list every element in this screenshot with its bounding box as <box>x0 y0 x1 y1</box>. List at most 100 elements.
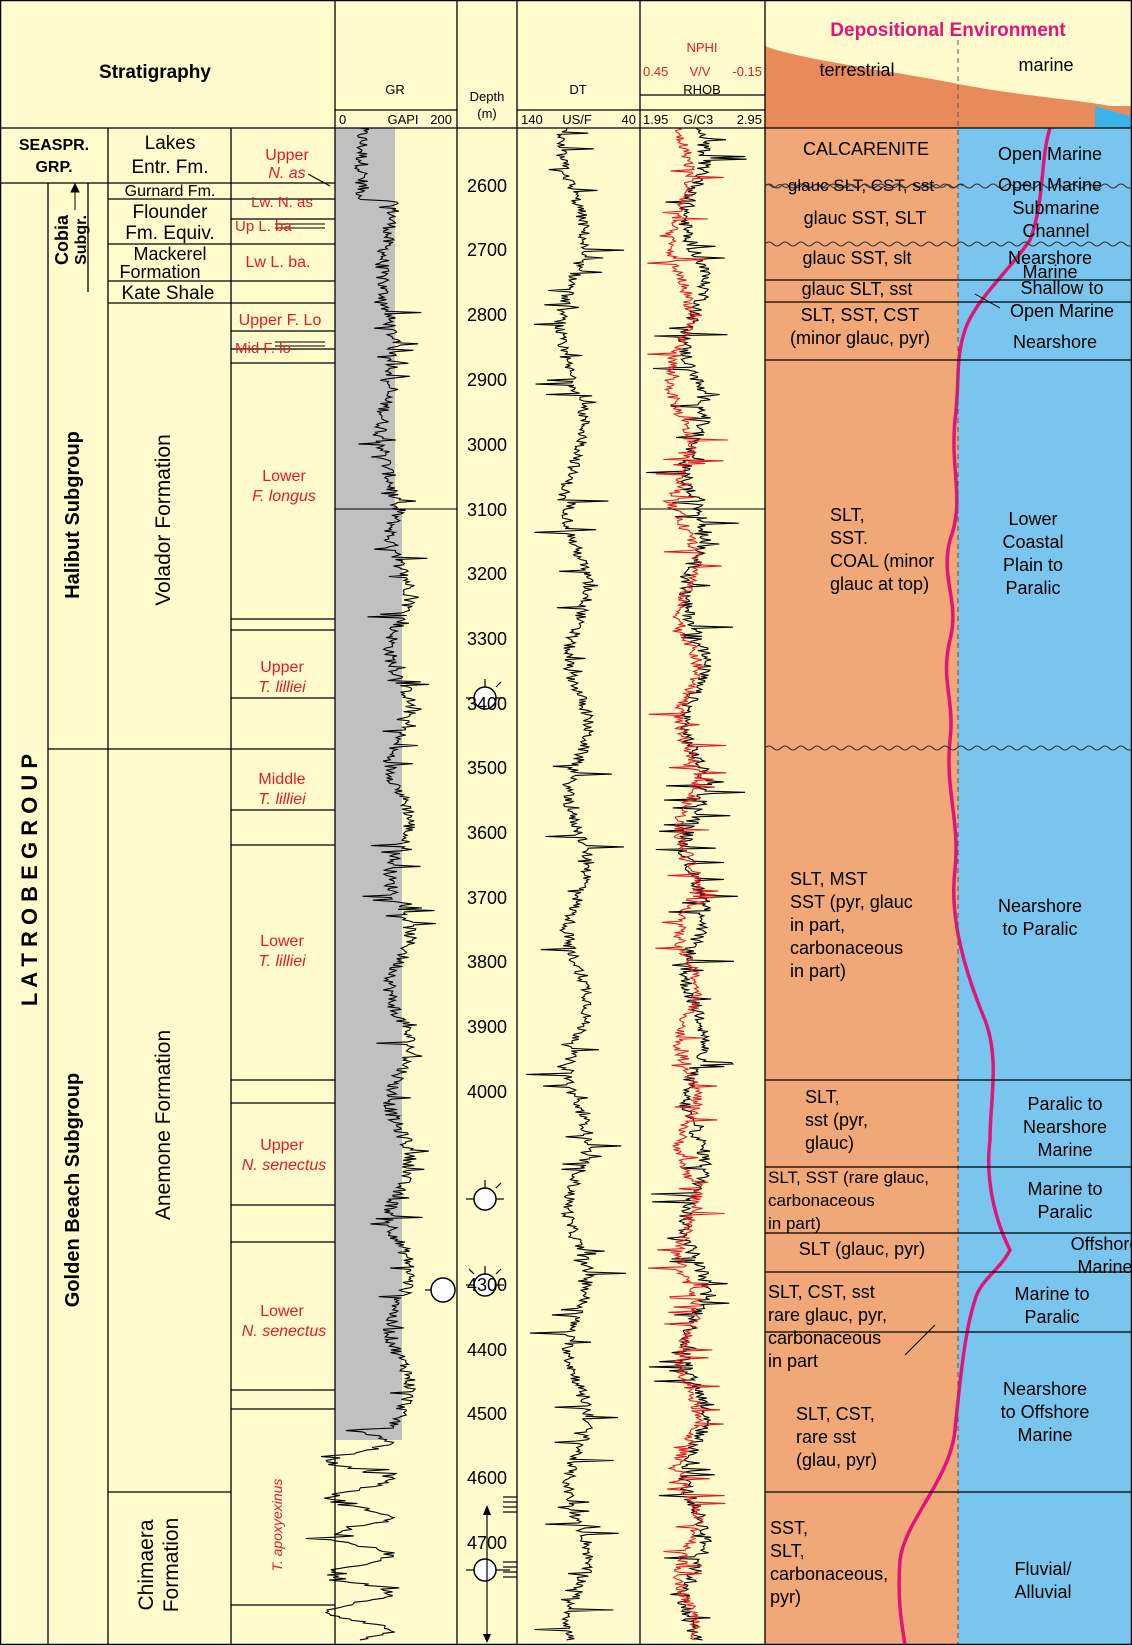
biozone-lower-fl-2: F. longus <box>252 488 316 505</box>
seaspray-label-1: SEASPR. <box>19 137 89 154</box>
lithology-line: carbonaceous <box>790 938 903 958</box>
environment-labels: Open Marine Open Marine Submarine Channel Ne… <box>998 144 1132 1602</box>
lithology-line: SLT, SST, CST <box>801 305 920 325</box>
biozone-lower-ns-1: Lower <box>260 1303 304 1320</box>
nphi-left: 0.45 <box>643 64 668 79</box>
environment-line: Open Marine <box>998 144 1102 164</box>
environment-line: Marine to <box>1027 1179 1102 1199</box>
depth-label: 3300 <box>467 629 507 649</box>
biozone-upper-tl-1: Upper <box>260 659 304 676</box>
biozone-lw-lba: Lw L. ba. <box>246 254 311 271</box>
lithology-line: SLT, CST, <box>796 1404 875 1424</box>
lithology-l10: SLT, SST (rare glauc, carbonaceous in part… <box>768 1168 929 1233</box>
sun-symbol-icon <box>473 1558 497 1582</box>
unconformities <box>764 183 1132 751</box>
depth-label: 3700 <box>467 888 507 908</box>
depth-label: 3200 <box>467 564 507 584</box>
biozone-lower-ns-2: N. senectus <box>242 1323 326 1340</box>
depth-label: 3100 <box>467 500 507 520</box>
golden-beach-subgroup-label: Golden Beach Subgroup <box>62 1073 84 1307</box>
mackerel-fm-1: Mackerel <box>133 244 206 264</box>
environment-line: Marine <box>1017 1425 1072 1445</box>
depth-label: 3800 <box>467 952 507 972</box>
lithology-line: COAL (minor <box>830 551 934 571</box>
depth-label: 4400 <box>467 1340 507 1360</box>
lithology-l8: SLT, MST SST (pyr, glauc in part, carbonace… <box>790 869 913 981</box>
lithology-line: SLT, MST <box>790 869 868 889</box>
environment-line: Lower <box>1008 509 1057 529</box>
environment-e4: Nearshore Marine <box>1008 248 1092 282</box>
nphi-curve <box>647 127 728 1641</box>
environment-line: Fluvial/ <box>1014 1559 1071 1579</box>
symbols <box>430 686 497 1582</box>
depth-label: 3600 <box>467 823 507 843</box>
halibut-subgroup-label: Halibut Subgroup <box>62 431 84 599</box>
depth-title: Depth <box>470 89 505 104</box>
environment-line: Nearshore <box>1023 1117 1107 1137</box>
environment-e9: Paralic to Nearshore Marine <box>1023 1094 1107 1160</box>
dt-unit: US/F <box>562 112 592 127</box>
biozone-lw-nas: Lw. N. as <box>251 194 313 211</box>
dt-curve <box>526 127 626 1641</box>
environment-e8: Nearshore to Paralic <box>998 896 1082 939</box>
gr-right: 200 <box>430 112 452 127</box>
lithology-l4: glauc SST, slt <box>802 248 911 268</box>
environment-line: Nearshore <box>1013 332 1097 352</box>
environment-line: Paralic to <box>1027 1094 1102 1114</box>
biozone-up-lba: Up L. ba <box>235 218 292 235</box>
depth-label: 2700 <box>467 240 507 260</box>
marine-band <box>958 128 1132 1645</box>
sun-rays <box>425 679 517 1640</box>
nphi-title: NPHI <box>686 40 717 55</box>
depth-labels: 2600 2700 2800 2900 3000 3100 3200 3300 3400 3500… <box>467 176 507 1553</box>
kate-shale: Kate Shale <box>122 283 215 304</box>
depth-label: 4000 <box>467 1082 507 1102</box>
biozone-tapox: T. apoxyexinus <box>269 1479 285 1572</box>
cobia-label-1: Cobia <box>52 214 72 265</box>
environment-e12: Marine to Paralic <box>1014 1284 1089 1327</box>
lithology-line: glauc SLT, sst <box>802 279 913 299</box>
marine-label: marine <box>1018 55 1073 75</box>
environment-e11: Offshore Marine <box>1071 1234 1132 1277</box>
sea-level-curve <box>897 127 1052 1645</box>
lakes-fm-2: Entr. Fm. <box>131 157 208 178</box>
lithology-line: in part <box>768 1351 818 1371</box>
lithology-line: glauc SST, slt <box>802 248 911 268</box>
rhob-curve <box>646 127 747 1641</box>
depth-label: 2600 <box>467 176 507 196</box>
lithology-line: rare glauc, pyr, <box>768 1305 887 1325</box>
biozone-middle-tl-2: T. lilliei <box>258 791 306 808</box>
environment-e6: Nearshore <box>1013 332 1097 352</box>
rhob-unit: G/C3 <box>683 112 713 127</box>
rhob-left: 1.95 <box>643 112 668 127</box>
environment-line: Paralic <box>1037 1202 1092 1222</box>
lithology-l14: SST, SLT, carbonaceous, pyr) <box>770 1518 888 1607</box>
lithology-line: glauc) <box>805 1133 854 1153</box>
environment-line: Nearshore <box>1008 248 1092 268</box>
depth-label: 4500 <box>467 1404 507 1424</box>
environment-line: Open Marine <box>998 175 1102 195</box>
environment-line: to Paralic <box>1002 919 1077 939</box>
rhob-title: RHOB <box>683 82 721 97</box>
lithology-line: SST. <box>830 528 868 548</box>
lithology-labels: CALCARENITE glauc SLT, CST, sst glauc SST,… <box>768 139 934 1607</box>
lithology-line: SLT (glauc, pyr) <box>799 1239 925 1259</box>
lithology-line: carbonaceous <box>768 1328 881 1348</box>
terrestrial-label: terrestrial <box>819 60 894 80</box>
leader-lines <box>70 173 1001 1356</box>
lithology-line: in part) <box>790 961 846 981</box>
biozone-lower-fl-1: Lower <box>262 468 306 485</box>
environment-e5: Shallow to Open Marine <box>1010 278 1114 321</box>
gr-unit: GAPI <box>387 112 418 127</box>
environment-line: Marine <box>1037 1140 1092 1160</box>
environment-line: to Offshore <box>1001 1402 1090 1422</box>
env-header-terrestrial <box>765 46 1132 128</box>
lithology-line: SLT, SST (rare glauc, <box>768 1168 929 1187</box>
lithology-line: carbonaceous <box>768 1191 875 1210</box>
environment-e7: Lower Coastal Plain to Paralic <box>1002 509 1063 598</box>
environment-line: Paralic <box>1024 1307 1079 1327</box>
environment-e1: Open Marine <box>998 144 1102 164</box>
biozone-upper-ns-1: Upper <box>260 1137 304 1154</box>
